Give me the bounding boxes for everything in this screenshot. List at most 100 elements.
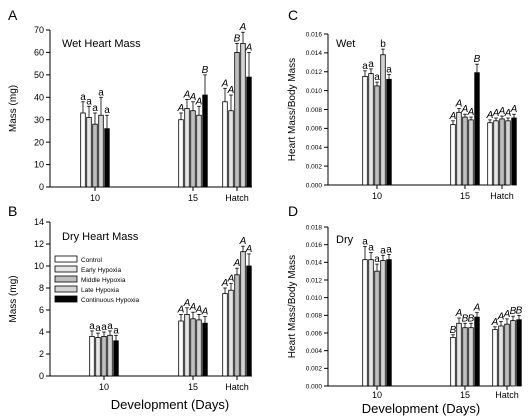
y-tick-label: 0.008: [306, 107, 323, 114]
chart-panel-c: C Wet Heart Mass/Body Mass 0.000 0.002 0.004 0…: [287, 7, 518, 201]
bar: [228, 289, 234, 377]
significance-label: A: [467, 107, 475, 118]
bar: [450, 337, 456, 387]
y-tick-label: 0.012: [306, 277, 323, 284]
significance-label: A: [504, 108, 512, 119]
significance-label: a: [95, 323, 101, 334]
legend-label: Control: [81, 257, 103, 264]
y-axis-label: Heart Mass/Body Mass: [287, 255, 298, 358]
significance-label: A: [497, 312, 505, 323]
y-tick-label: 20: [34, 137, 44, 147]
bar: [104, 128, 110, 188]
bar: [89, 335, 95, 377]
x-tick-label: 15: [460, 390, 470, 400]
y-tick-label: 2: [39, 349, 44, 359]
significance-label: a: [80, 92, 86, 103]
bar: [98, 114, 104, 188]
x-tick-label: Hatch: [495, 390, 519, 400]
y-tick-label: 12: [34, 239, 44, 249]
significance-label: A: [183, 298, 191, 309]
bar: [368, 73, 374, 186]
bar: [222, 293, 228, 377]
bar: [240, 251, 246, 377]
bar: [374, 85, 380, 186]
y-tick-label: 30: [34, 115, 44, 125]
y-tick-label: 0.006: [306, 126, 323, 133]
legend-label: Middle Hypoxia: [81, 277, 126, 284]
y-tick-label: 0: [39, 371, 44, 381]
significance-label: A: [177, 304, 185, 315]
y-axis-label: Mass (mg): [8, 275, 19, 322]
bar: [499, 118, 505, 186]
significance-label: A: [189, 302, 197, 313]
x-tick-label: 15: [460, 191, 470, 201]
chart-title: Wet: [336, 38, 355, 50]
legend: Control Early Hypoxia Middle Hypoxia Late H…: [54, 255, 140, 304]
bar: [234, 274, 240, 377]
significance-label: A: [221, 78, 229, 89]
significance-label: A: [195, 304, 203, 315]
significance-label: A: [227, 274, 235, 285]
significance-label: B: [234, 33, 241, 44]
bar: [386, 259, 392, 387]
significance-label: B: [462, 313, 469, 324]
significance-label: B: [510, 306, 517, 317]
x-tick-label: Hatch: [225, 193, 249, 203]
y-tick-label: 0.016: [306, 31, 323, 38]
x-tick-label: 10: [99, 382, 109, 392]
bar: [380, 54, 386, 186]
y-tick-label: 6: [39, 305, 44, 315]
legend-label: Late Hypoxia: [81, 287, 119, 294]
bar: [190, 318, 196, 377]
significance-label: a: [368, 243, 374, 254]
bar: [474, 72, 480, 186]
significance-label: a: [113, 325, 119, 336]
bar: [362, 259, 368, 387]
y-tick-label: 0.016: [306, 242, 323, 249]
bar: [196, 319, 202, 377]
y-axis-label: Mass (mg): [8, 85, 19, 132]
y-tick-label: 14: [34, 217, 44, 227]
legend-label: Early Hypoxia: [81, 267, 121, 274]
bar: [246, 76, 252, 188]
y-tick-label: 0.012: [306, 69, 323, 76]
y-tick-label: 0.014: [306, 260, 323, 267]
significance-label: a: [89, 321, 95, 332]
panel-letter: C: [288, 7, 298, 23]
significance-label: B: [202, 65, 209, 76]
bar: [196, 114, 202, 188]
bar: [380, 260, 386, 387]
x-axis-label-right: Development (Days): [362, 401, 481, 416]
significance-label: A: [245, 42, 253, 53]
y-tick-label: 0.000: [306, 383, 323, 390]
panel-letter: D: [288, 203, 298, 219]
significance-label: B: [474, 54, 481, 65]
panel-letter: B: [8, 203, 17, 219]
chart-title: Wet Heart Mass: [62, 38, 141, 50]
significance-label: A: [245, 244, 253, 255]
y-tick-label: 0: [39, 182, 44, 192]
significance-label: b: [380, 39, 386, 50]
bar: [504, 323, 510, 387]
bar: [101, 335, 107, 377]
significance-label: A: [455, 308, 463, 319]
x-tick-label: 15: [188, 193, 198, 203]
significance-label: A: [195, 96, 203, 107]
legend-label: Continuous Hypoxia: [81, 297, 140, 304]
bar: [222, 101, 228, 188]
bar: [178, 119, 184, 188]
x-axis-label-left: Development (Days): [111, 397, 230, 412]
significance-label: A: [239, 22, 247, 33]
x-tick-label: 10: [372, 390, 382, 400]
bar: [95, 337, 101, 377]
significance-label: a: [386, 65, 392, 76]
bar: [468, 327, 474, 387]
significance-label: a: [92, 103, 98, 114]
significance-label: A: [201, 307, 209, 318]
x-tick-label: Hatch: [225, 382, 249, 392]
y-axis-label: Heart Mass/Body Mass: [287, 58, 298, 161]
legend-swatch: [54, 295, 78, 303]
x-tick-label: 15: [188, 382, 198, 392]
significance-label: A: [455, 99, 463, 110]
